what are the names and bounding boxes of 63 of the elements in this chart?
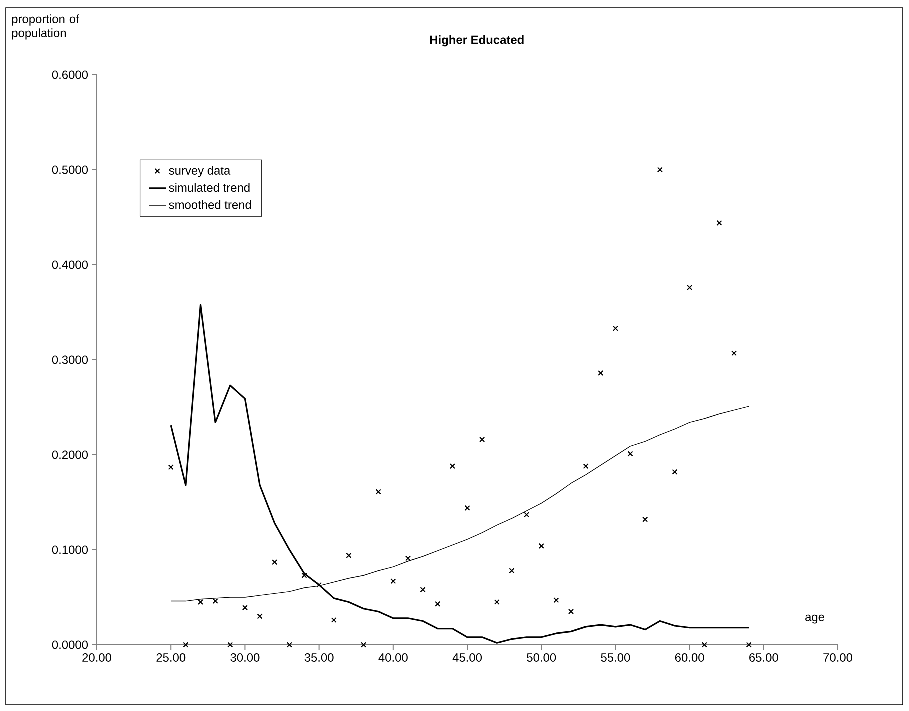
legend-label: survey data	[169, 166, 231, 178]
point	[524, 512, 530, 518]
point	[554, 598, 560, 604]
x-tick-label: 35.00	[304, 654, 334, 662]
point	[731, 350, 738, 356]
point	[464, 505, 470, 511]
y-tick-label: 0.5000	[52, 166, 88, 174]
x-tick-label: 40.00	[378, 654, 408, 662]
point	[687, 284, 693, 291]
point	[376, 489, 382, 495]
point	[242, 605, 248, 611]
x-tick-label: 20.00	[82, 654, 112, 662]
point	[346, 552, 352, 558]
point	[183, 642, 189, 648]
point	[198, 599, 204, 606]
point	[405, 556, 412, 562]
point	[420, 587, 426, 593]
x-tick-label: 60.00	[675, 654, 704, 662]
point	[435, 601, 441, 607]
y-tick-label: 0.4000	[52, 260, 88, 270]
point	[390, 578, 396, 584]
x-axis-title: age	[806, 614, 824, 624]
point	[272, 560, 278, 566]
x-tick-label: 50.00	[527, 654, 556, 662]
point	[702, 642, 708, 648]
point	[331, 617, 337, 624]
point	[257, 614, 263, 620]
point	[228, 642, 234, 648]
point	[716, 220, 722, 226]
y-tick-label: 0.6000	[52, 70, 88, 80]
point	[538, 543, 544, 549]
legend-label: smoothed trend	[169, 200, 252, 210]
point	[746, 642, 752, 648]
x-tick-label: 55.00	[601, 654, 630, 662]
y-tick-label: 0.2000	[52, 450, 88, 460]
legend-label: simulated trend	[169, 183, 250, 192]
point	[568, 608, 574, 615]
point	[672, 469, 678, 475]
x-tick-label: 70.00	[824, 654, 852, 662]
point	[628, 451, 634, 457]
point	[612, 326, 619, 332]
y-tick-label: 0.1000	[52, 546, 88, 554]
x-tick-label: 65.00	[750, 654, 778, 662]
y-tick-label: 0.0000	[52, 640, 88, 650]
x-tick-label: 25.00	[156, 654, 186, 662]
y-axis-title: proportion of population	[12, 14, 80, 40]
point	[657, 167, 663, 173]
point	[583, 464, 589, 470]
point	[509, 568, 515, 574]
point	[302, 572, 308, 578]
point	[168, 464, 174, 470]
point	[480, 436, 486, 443]
point	[450, 464, 456, 470]
y-tick-label: 0.3000	[52, 356, 88, 364]
point	[360, 642, 367, 648]
x-tick-label: 45.00	[452, 654, 482, 662]
x-tick-label: 30.00	[230, 654, 260, 662]
point	[642, 516, 648, 522]
point	[598, 370, 604, 376]
point	[286, 642, 292, 648]
point	[212, 598, 218, 604]
chart-title: Higher Educated	[430, 35, 524, 47]
point	[494, 599, 500, 606]
